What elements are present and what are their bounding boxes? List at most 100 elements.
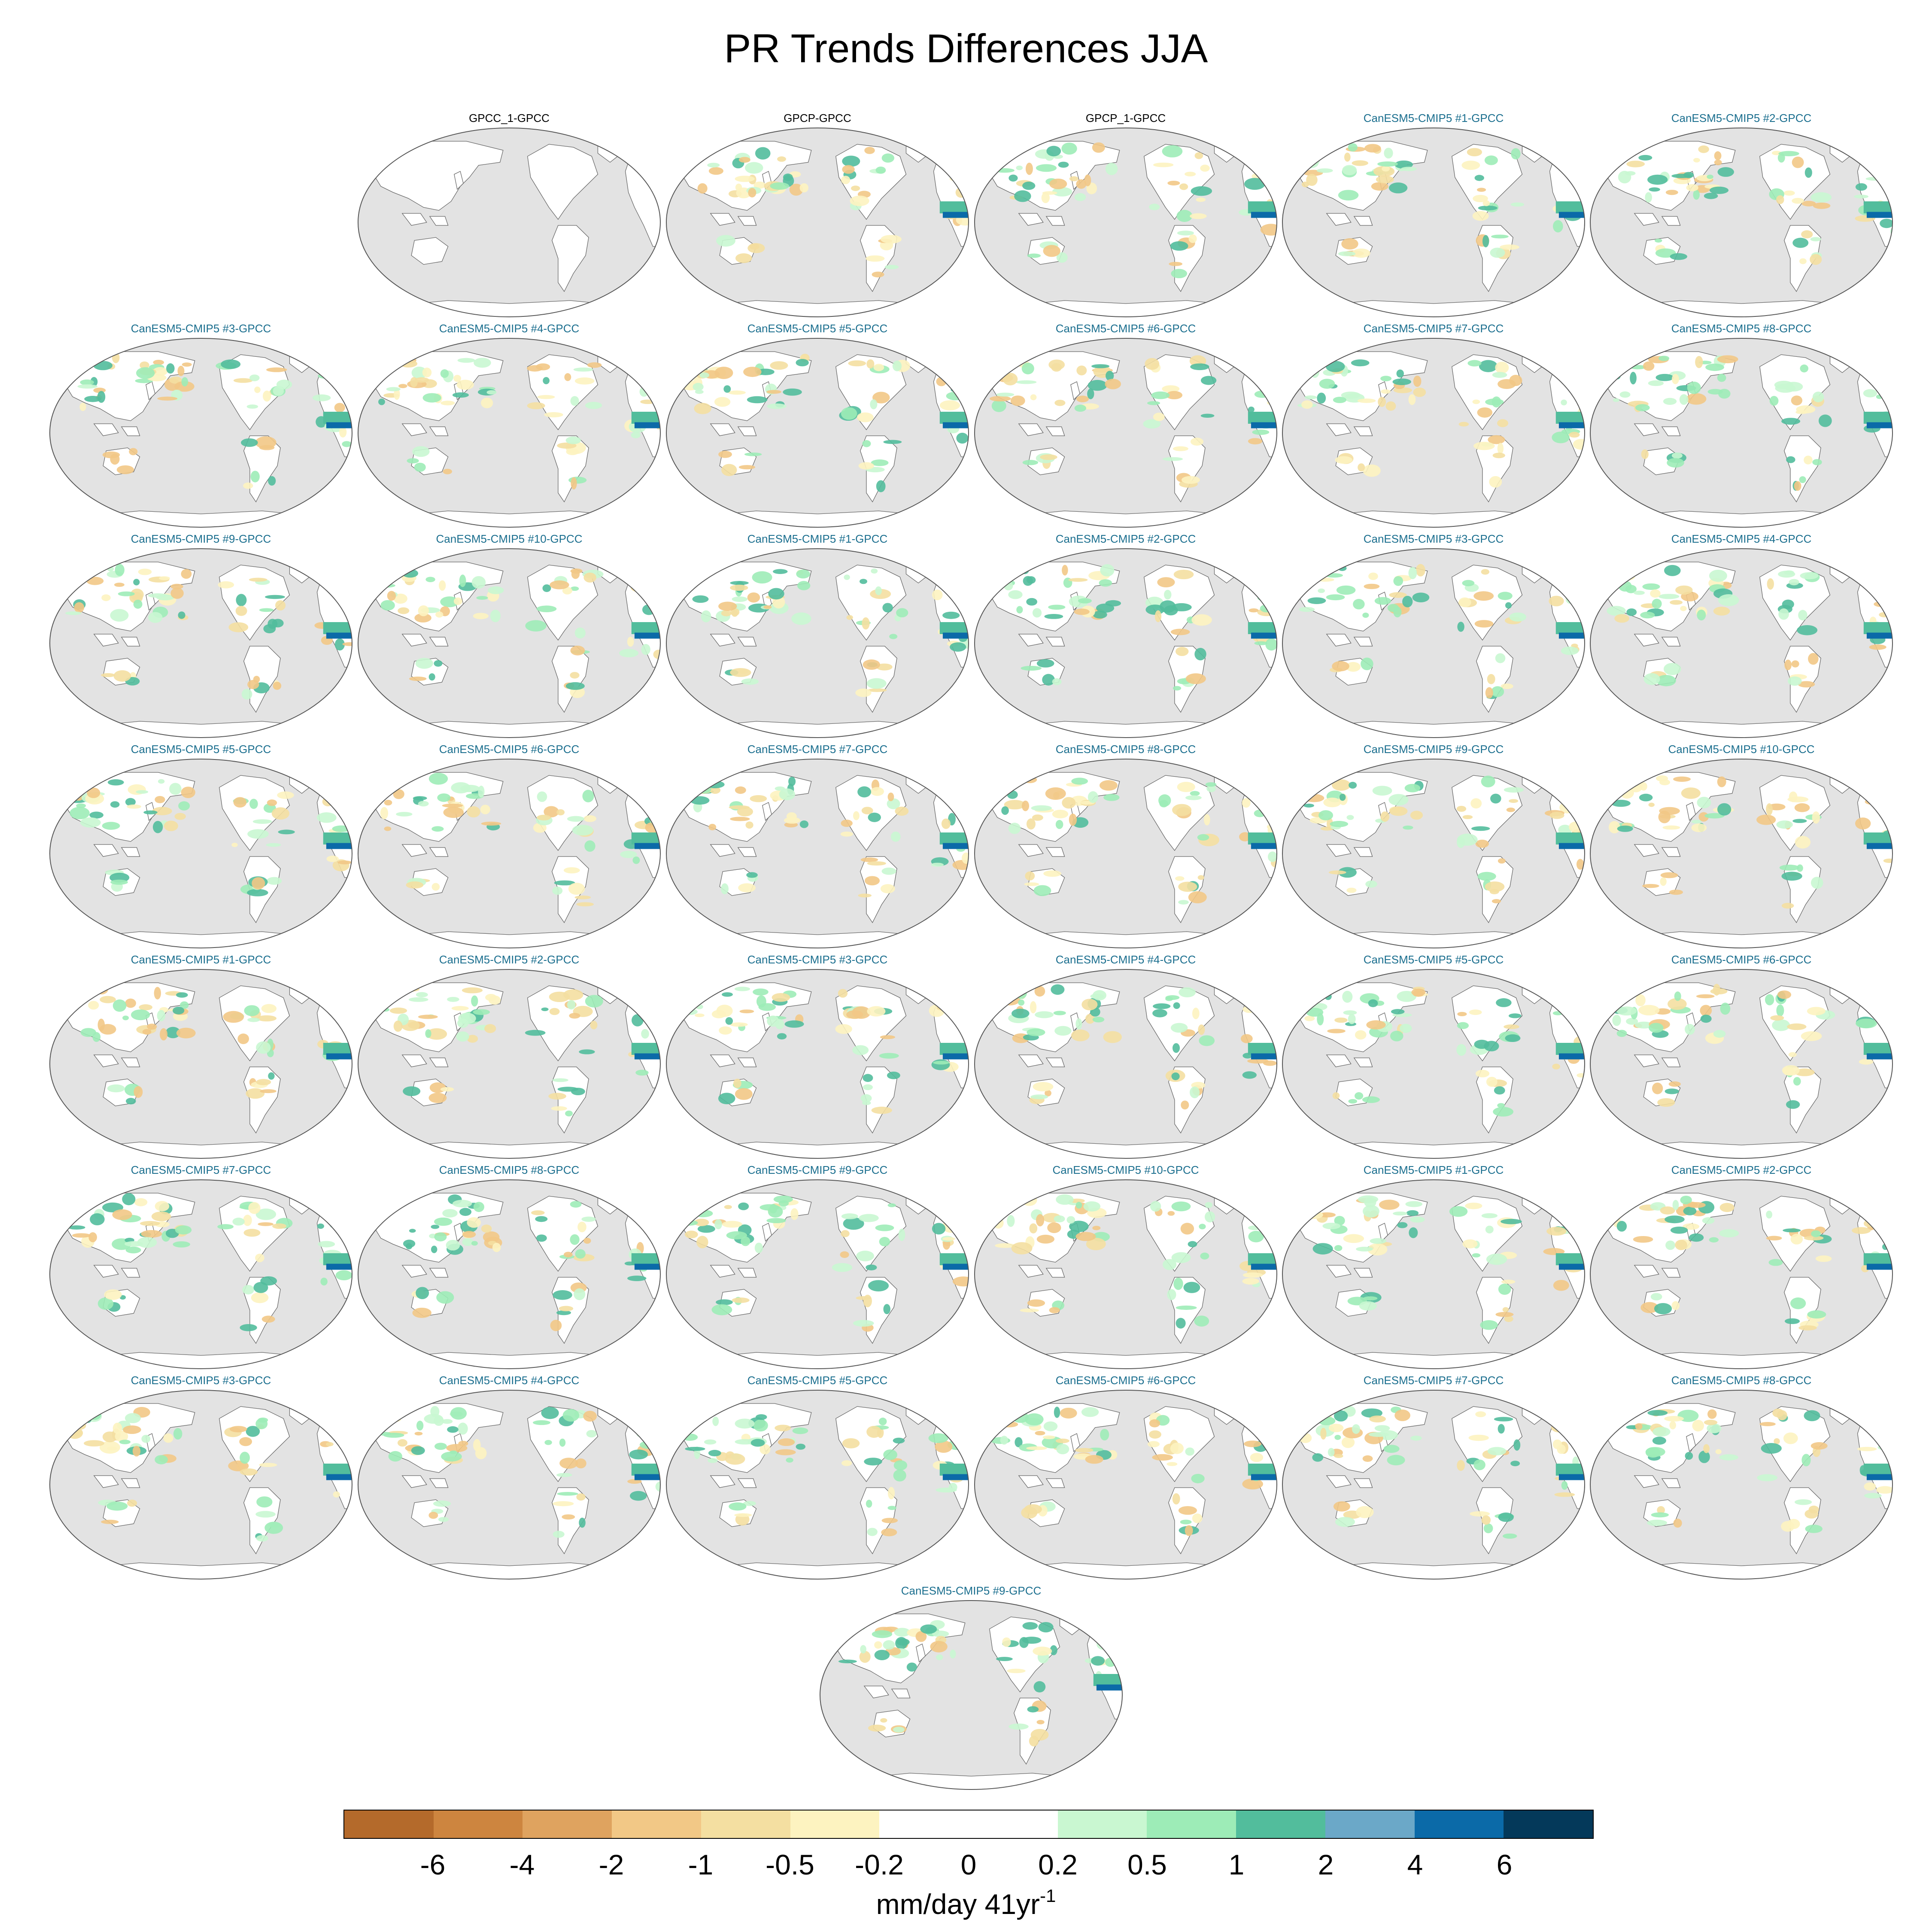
continent-outline <box>1326 1054 1352 1067</box>
trend-patch <box>1239 832 1251 841</box>
trend-patch <box>1081 1407 1099 1417</box>
trend-patch <box>893 1460 908 1470</box>
trend-patch <box>130 589 144 601</box>
trend-patch <box>1707 389 1723 395</box>
panel-title: CanESM5-CMIP5 #8-GPCC <box>1671 1374 1812 1387</box>
trend-patch <box>1198 1024 1205 1035</box>
colorbar-tick-label: -6 <box>420 1849 446 1880</box>
trend-patch <box>1332 661 1349 671</box>
trend-patch <box>1180 1519 1192 1525</box>
trend-patch <box>458 1440 468 1446</box>
trend-patch <box>1171 1072 1180 1080</box>
trend-patch <box>880 1718 887 1723</box>
map-border <box>1590 548 1893 738</box>
trend-patch <box>1869 644 1886 650</box>
trend-patch <box>1019 1637 1029 1648</box>
trend-patch <box>1334 1410 1348 1422</box>
trend-patch <box>1501 683 1513 689</box>
trend-patch <box>1647 1410 1668 1416</box>
trend-patch <box>252 877 265 890</box>
trend-patch <box>1336 585 1356 595</box>
continent-outline <box>1634 1054 1659 1067</box>
robinson-map <box>1282 759 1585 948</box>
trend-patch <box>1033 885 1051 896</box>
trend-patch <box>570 1234 580 1245</box>
map-border <box>358 1179 661 1369</box>
trend-patch <box>1346 662 1361 672</box>
trend-patch <box>118 591 135 596</box>
trend-patch <box>1683 1223 1700 1230</box>
sahel-band <box>1248 1253 1277 1265</box>
trend-patches <box>381 987 660 1117</box>
continent-outline <box>1353 1478 1373 1488</box>
panel-title: CanESM5-CMIP5 #6-GPCC <box>1671 953 1812 966</box>
trend-patch <box>1304 1015 1315 1021</box>
trend-patch <box>1784 1318 1800 1324</box>
robinson-map <box>1282 969 1585 1159</box>
trend-patch <box>1352 248 1370 258</box>
continent-outline <box>429 847 449 857</box>
sahel-band-strong <box>1866 212 1893 218</box>
trend-patch <box>753 988 769 996</box>
trend-patch <box>239 1437 252 1446</box>
trend-patch <box>1659 594 1680 599</box>
trend-patch <box>266 367 287 372</box>
trend-patch <box>1026 576 1036 584</box>
continent-outline <box>710 213 735 226</box>
trend-patch <box>1100 1428 1109 1441</box>
trend-patch <box>1053 1011 1066 1015</box>
trend-patch <box>1254 641 1268 645</box>
trend-patch <box>1475 1069 1490 1078</box>
trend-patch <box>264 595 285 599</box>
sahel-band <box>323 1464 352 1476</box>
trend-patch <box>956 388 969 397</box>
trend-patch <box>1490 793 1501 804</box>
trend-patch <box>1670 253 1687 260</box>
trend-patch <box>1772 1408 1784 1418</box>
trend-patch <box>862 617 870 630</box>
trend-patch <box>434 1217 453 1226</box>
trend-patch <box>340 1006 352 1011</box>
trend-patch <box>866 1500 872 1508</box>
trend-patch <box>1494 1086 1505 1095</box>
trend-patch <box>750 795 767 802</box>
trend-patch <box>1402 595 1413 608</box>
map-border <box>358 338 661 528</box>
trend-patch <box>1504 1024 1519 1029</box>
trend-patch <box>687 998 695 1005</box>
trend-patch <box>1092 1226 1101 1230</box>
trend-patch <box>1081 999 1098 1011</box>
trend-patch <box>1348 1099 1358 1104</box>
trend-patch <box>579 1049 595 1054</box>
trend-patch <box>718 1093 735 1105</box>
trend-patch <box>1779 864 1800 871</box>
trend-patch <box>397 1439 407 1447</box>
trend-patch <box>1088 791 1098 803</box>
trend-patch <box>147 1024 157 1030</box>
trend-patch <box>566 448 579 456</box>
trend-patch <box>1471 826 1490 831</box>
map-panel: CanESM5-CMIP5 #1-GPCC <box>48 954 354 1160</box>
map-panel: CanESM5-CMIP5 #9-GPCC <box>1281 744 1586 950</box>
trend-patch <box>1334 1215 1345 1226</box>
trend-patch <box>1171 269 1188 279</box>
trend-patch <box>630 1491 647 1501</box>
trend-patch <box>1361 1408 1382 1418</box>
trend-patch <box>1665 1215 1685 1224</box>
colorbar-swatch <box>612 1810 701 1838</box>
trend-patch <box>80 379 94 386</box>
trend-patch <box>1185 795 1202 800</box>
trend-patch <box>441 1419 453 1424</box>
trend-patch <box>866 1264 877 1270</box>
trend-patch <box>1883 858 1893 863</box>
trend-patch <box>770 361 788 370</box>
sahel-band <box>323 1043 352 1055</box>
trend-patch <box>1457 622 1464 632</box>
trend-patch <box>1870 372 1887 385</box>
trend-patch <box>744 452 762 456</box>
trend-patch <box>1027 1706 1039 1713</box>
colorbar-swatch <box>522 1810 612 1838</box>
sahel-band <box>1555 832 1585 844</box>
trend-patch <box>639 386 649 397</box>
trend-patch <box>745 821 753 829</box>
